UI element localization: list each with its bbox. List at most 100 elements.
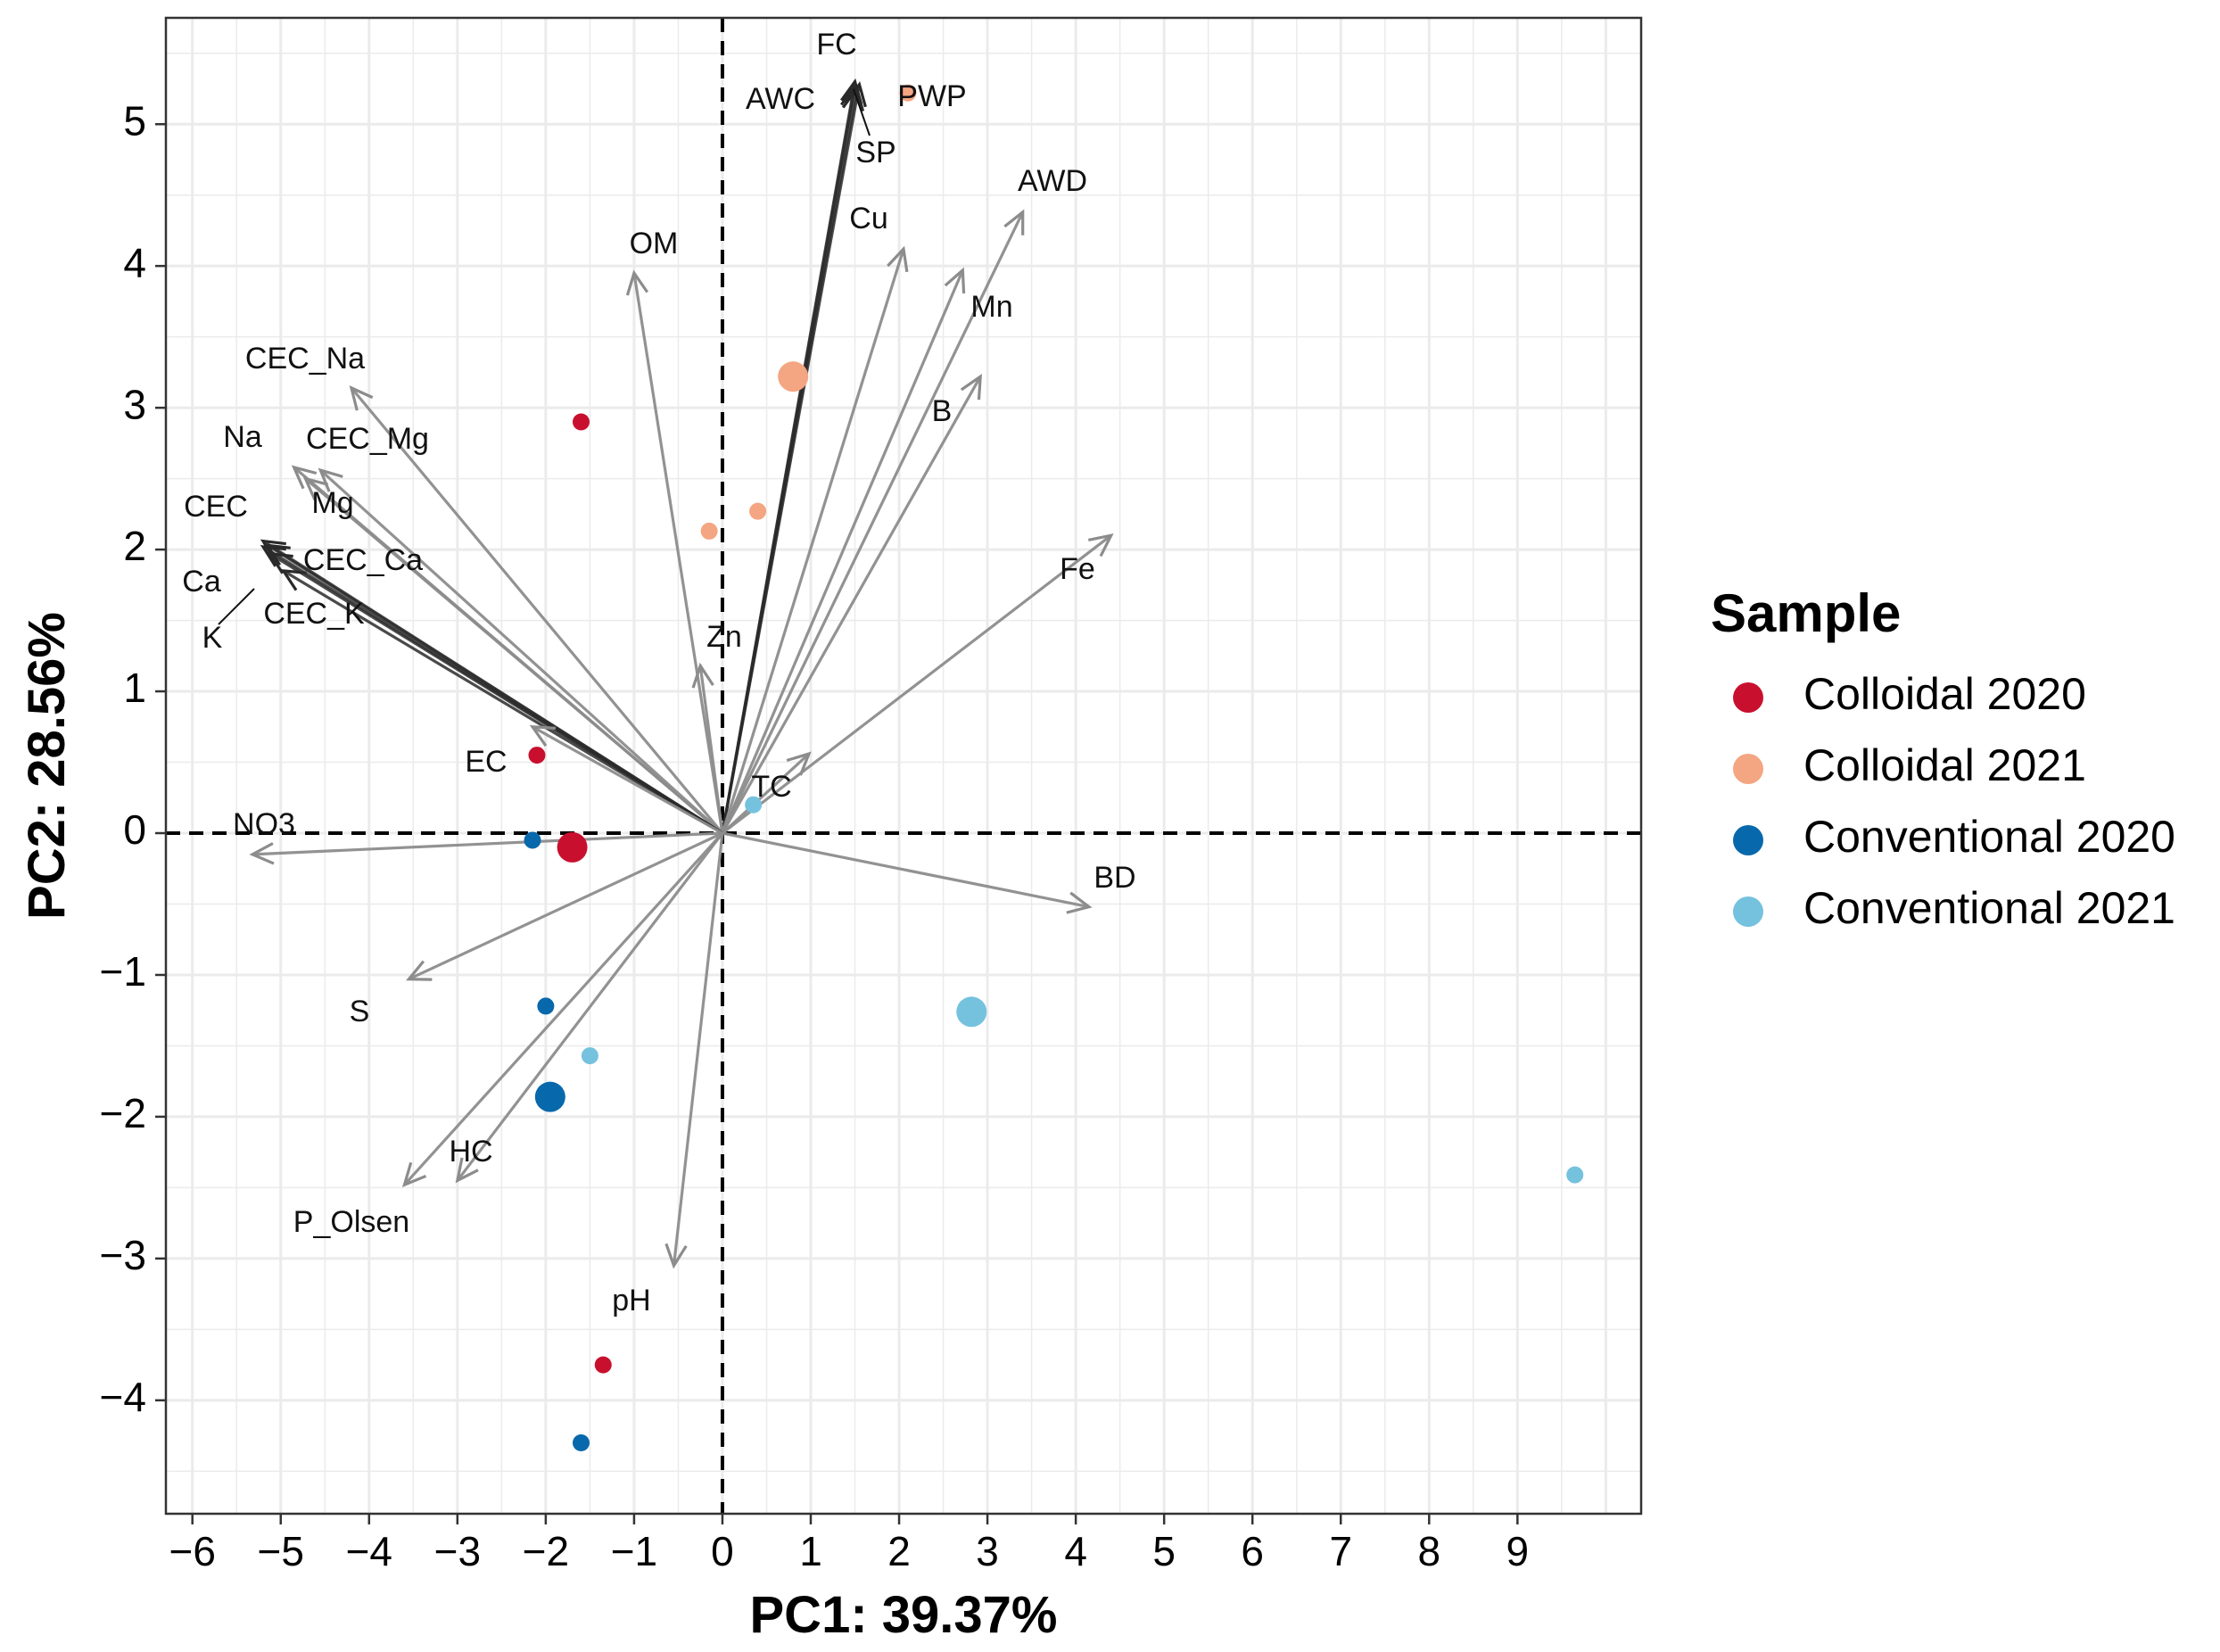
arrow-head [455, 1157, 479, 1184]
y-tick-label: 1 [123, 665, 146, 711]
loading-arrow-cec-na [349, 385, 724, 835]
arrow-shaft [456, 832, 724, 1182]
arrow-head [406, 960, 433, 981]
loading-arrow-ec [529, 724, 723, 835]
centroid-point [557, 831, 588, 863]
leader-line-k [218, 588, 255, 625]
x-tick-label: 1 [799, 1528, 822, 1574]
x-tick-label: 7 [1329, 1528, 1352, 1574]
loading-arrow-zn [691, 662, 724, 834]
arrow-shaft [721, 269, 964, 834]
y-tick-label: −3 [100, 1232, 146, 1278]
sample-points [524, 84, 1584, 1452]
loading-label: pH [612, 1284, 650, 1317]
arrow-shaft [304, 477, 724, 835]
legend-swatch [1733, 896, 1763, 927]
sample-point [594, 1356, 612, 1374]
loading-arrow-mn [721, 267, 966, 834]
loading-label: AWC [746, 82, 815, 116]
loading-label: CEC_Na [245, 342, 365, 376]
legend-item: Conventional 2021 [1733, 883, 2175, 933]
reference-lines [166, 18, 1641, 1514]
legend-label: Conventional 2020 [1803, 812, 2175, 862]
arrow-shaft [698, 665, 724, 834]
centroid-point [778, 361, 809, 392]
arrow-shaft [721, 248, 905, 834]
loading-label: Na [223, 420, 262, 454]
arrow-head [625, 269, 649, 296]
legend-items: Colloidal 2020 Colloidal 2021 Conventional… [1733, 669, 2175, 933]
arrow-head [302, 476, 329, 501]
arrow-shaft [721, 752, 811, 835]
loading-label: CEC_Ca [303, 543, 423, 577]
sample-point [537, 997, 555, 1015]
loading-label: S [350, 995, 370, 1028]
loading-label: CEC_Mg [306, 422, 429, 456]
loading-label: Fe [1060, 552, 1095, 586]
arrow-head [349, 385, 374, 411]
loading-label: B [932, 394, 953, 428]
x-tick-label: 4 [1064, 1528, 1087, 1574]
arrow-shaft [350, 386, 724, 835]
loading-label: NO3 [233, 807, 295, 841]
loading-label: OM [630, 227, 679, 260]
arrow-head [944, 267, 966, 293]
x-tick-label: 0 [711, 1528, 734, 1574]
arrow-head [1087, 533, 1114, 558]
sample-point [572, 1434, 590, 1452]
legend-label: Conventional 2021 [1803, 883, 2175, 933]
y-tick-label: 4 [123, 239, 146, 285]
arrow-head [267, 551, 293, 574]
loading-arrow-cec-k [280, 569, 723, 835]
x-tick-label: −3 [434, 1528, 481, 1574]
arrow-head [529, 724, 557, 748]
arrow-shaft [252, 831, 723, 856]
panel-border [164, 16, 1643, 1516]
y-axis-title: PC2: 28.56% [18, 612, 76, 920]
loading-label: FC [816, 28, 856, 62]
y-tick-label: −4 [100, 1374, 146, 1420]
arrow-shaft [632, 272, 724, 834]
legend: Sample Colloidal 2020 Colloidal 2021 Conve… [1711, 583, 2175, 933]
arrow-shaft [722, 831, 1090, 909]
x-tick-label: −1 [611, 1528, 657, 1574]
arrow-head [291, 465, 318, 490]
arrow-head [786, 751, 812, 776]
arrow-head [841, 85, 865, 112]
loading-label: TC [751, 770, 791, 804]
x-tick-label: 6 [1241, 1528, 1264, 1574]
loading-label: Zn [706, 620, 742, 654]
sample-point [524, 831, 541, 849]
sample-point [700, 522, 718, 540]
loading-arrow-fe [721, 533, 1114, 835]
arrow-head [691, 662, 714, 689]
y-tick-label: 0 [123, 806, 146, 853]
sample-point [749, 502, 767, 520]
loading-arrows [249, 78, 1114, 1269]
axes: −6 −5 −4 −3 −2 −1 0 1 2 3 4 5 6 7 8 9 −4 −3 −2 −1 0 1 2 3 4 5 [100, 97, 1530, 1574]
arrow-shaft [721, 211, 1025, 834]
legend-title: Sample [1711, 583, 1901, 643]
arrow-head [280, 569, 307, 591]
sample-point [528, 747, 546, 764]
loading-arrow-bd [722, 831, 1093, 914]
legend-swatch [1733, 754, 1763, 784]
arrow-shaft [403, 831, 724, 1186]
arrow-shaft [319, 468, 724, 835]
sample-point [899, 84, 917, 102]
legend-label: Colloidal 2020 [1803, 669, 2086, 719]
x-tick-label: 5 [1152, 1528, 1176, 1574]
centroid-point [956, 996, 987, 1028]
loading-arrow-s [406, 831, 723, 981]
arrow-shaft [721, 376, 982, 834]
loading-arrow-b [721, 373, 982, 834]
loading-arrow-hc [455, 832, 724, 1184]
loading-label: Ca [182, 565, 221, 599]
legend-item: Colloidal 2021 [1733, 740, 2086, 790]
x-tick-label: 2 [887, 1528, 911, 1574]
y-tick-label: 2 [123, 523, 146, 569]
arrow-shaft [282, 569, 723, 835]
x-tick-label: −2 [523, 1528, 569, 1574]
loading-label: Mg [311, 486, 353, 520]
